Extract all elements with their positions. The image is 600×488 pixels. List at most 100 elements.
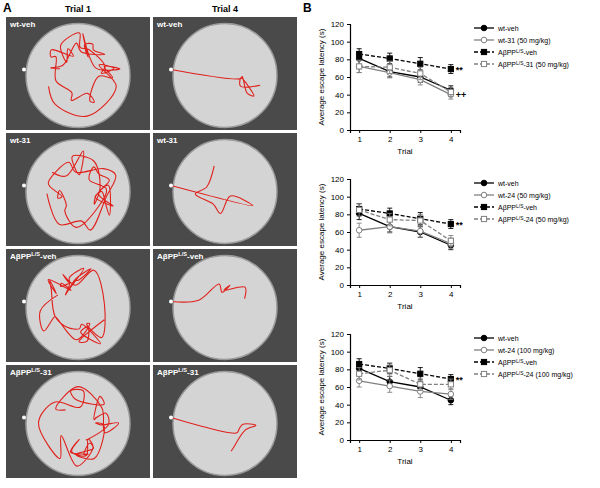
- marker: [387, 383, 393, 389]
- error-bar-cap: [387, 73, 392, 74]
- group-label: wt-31: [9, 136, 31, 145]
- maze-background: [6, 249, 150, 362]
- error-bar-cap: [418, 214, 423, 215]
- text-part: AβPP: [498, 216, 516, 224]
- text-part: -veh: [523, 204, 537, 211]
- chart: 0204060801001201234Average escape latenc…: [317, 175, 569, 311]
- tick-mark: [347, 59, 350, 60]
- group-label: AβPPL/S-veh: [157, 251, 204, 261]
- error-bar-cap: [418, 237, 423, 238]
- tick-label: 80: [335, 210, 344, 219]
- error-bar-cap: [448, 235, 453, 236]
- error-bar: [448, 389, 453, 400]
- platform: [22, 300, 26, 304]
- tick-label: 60: [335, 383, 344, 392]
- legend-marker: [481, 192, 487, 198]
- text-part: -veh: [187, 252, 204, 261]
- error-bar-cap: [418, 67, 423, 68]
- tick-label: 20: [335, 263, 344, 272]
- series-line: [359, 370, 451, 384]
- error-bar: [357, 368, 362, 380]
- maze-background: [153, 133, 297, 246]
- maze-pool: [173, 24, 277, 128]
- panel-label: A: [3, 1, 12, 15]
- x-tick: 4: [449, 130, 454, 144]
- error-bar-cap: [448, 99, 453, 100]
- marker: [448, 382, 453, 387]
- tick-label: 100: [331, 348, 345, 357]
- text-part: wt-veh: [156, 20, 182, 29]
- error-bar-cap: [448, 246, 453, 247]
- marker: [356, 64, 362, 70]
- chart: 0204060801001201234Average escape latenc…: [317, 20, 569, 156]
- x-axis: 1234: [351, 130, 461, 144]
- y-tick: 80: [335, 55, 350, 64]
- axis-line: [347, 335, 351, 441]
- error-bar-cap: [357, 72, 362, 73]
- error-bar: [448, 379, 453, 390]
- text-part: AβPP: [498, 204, 516, 212]
- legend-item: wt-24 (100 mg/kg): [474, 347, 554, 355]
- maze-background: [6, 133, 150, 246]
- x-tick: 2: [388, 440, 393, 454]
- text-part: -31 (50 mg/kg): [523, 61, 569, 69]
- maze-cell: wt-31: [153, 133, 297, 246]
- tick-label: 3: [419, 445, 424, 454]
- tick-mark: [347, 24, 350, 25]
- legend-marker: [481, 180, 487, 186]
- tick-mark: [347, 352, 350, 353]
- legend-item: AβPPL/S-veh: [474, 49, 537, 58]
- swim-path: [38, 387, 118, 467]
- legend-item: AβPPL/S-veh: [474, 204, 537, 213]
- error-bar: [418, 225, 423, 237]
- tick-label: 0: [340, 281, 345, 290]
- tick-mark: [451, 130, 452, 133]
- y-tick: 60: [335, 73, 350, 82]
- error-bar: [418, 382, 423, 393]
- group-label: AβPPL/S-31: [157, 367, 199, 377]
- panel-label: B: [303, 1, 312, 15]
- legend-item: AβPPL/S-31 (50 mg/kg): [474, 61, 569, 70]
- marker: [357, 207, 362, 212]
- axis-line: [347, 25, 351, 131]
- error-bar-cap: [448, 248, 453, 249]
- x-tick: 1: [357, 440, 362, 454]
- error-bar: [418, 368, 423, 380]
- legend-label: wt-24 (50 mg/kg): [497, 192, 551, 200]
- y-tick: 0: [340, 436, 350, 445]
- series-line: [359, 58, 451, 90]
- text-part: -veh: [40, 252, 57, 261]
- legend-item: wt-veh: [474, 25, 519, 32]
- y-axis: 020406080100120: [331, 175, 351, 290]
- tick-mark: [347, 387, 350, 388]
- legend-marker: [481, 216, 486, 221]
- error-bar: [448, 90, 453, 99]
- series-line: [359, 66, 451, 94]
- tick-label: 4: [449, 445, 454, 454]
- error-bar-cap: [448, 219, 453, 220]
- axis-line: [347, 180, 351, 286]
- error-bar-cap: [448, 404, 453, 405]
- error-bar-cap: [448, 73, 453, 74]
- y-tick: 120: [331, 20, 350, 29]
- group-label: wt-31: [156, 136, 178, 145]
- marker: [357, 51, 362, 56]
- text-part: AβPP: [10, 252, 32, 261]
- platform: [169, 416, 173, 420]
- x-axis-title: Trial: [397, 457, 412, 466]
- marker: [357, 361, 362, 366]
- y-tick: 20: [335, 108, 350, 117]
- error-bar-cap: [357, 60, 362, 61]
- error-bar: [357, 60, 362, 72]
- swim-path: [171, 70, 260, 97]
- marker: [418, 371, 423, 376]
- legend-marker: [481, 371, 486, 376]
- superscript: L/S: [178, 251, 187, 257]
- superscript: L/S: [31, 251, 40, 257]
- error-bar-cap: [357, 60, 362, 61]
- series-line: [359, 66, 451, 92]
- swim-path: [49, 33, 120, 117]
- error-bar: [418, 214, 423, 226]
- legend-label: wt-24 (100 mg/kg): [497, 347, 554, 355]
- legend-marker: [481, 359, 486, 364]
